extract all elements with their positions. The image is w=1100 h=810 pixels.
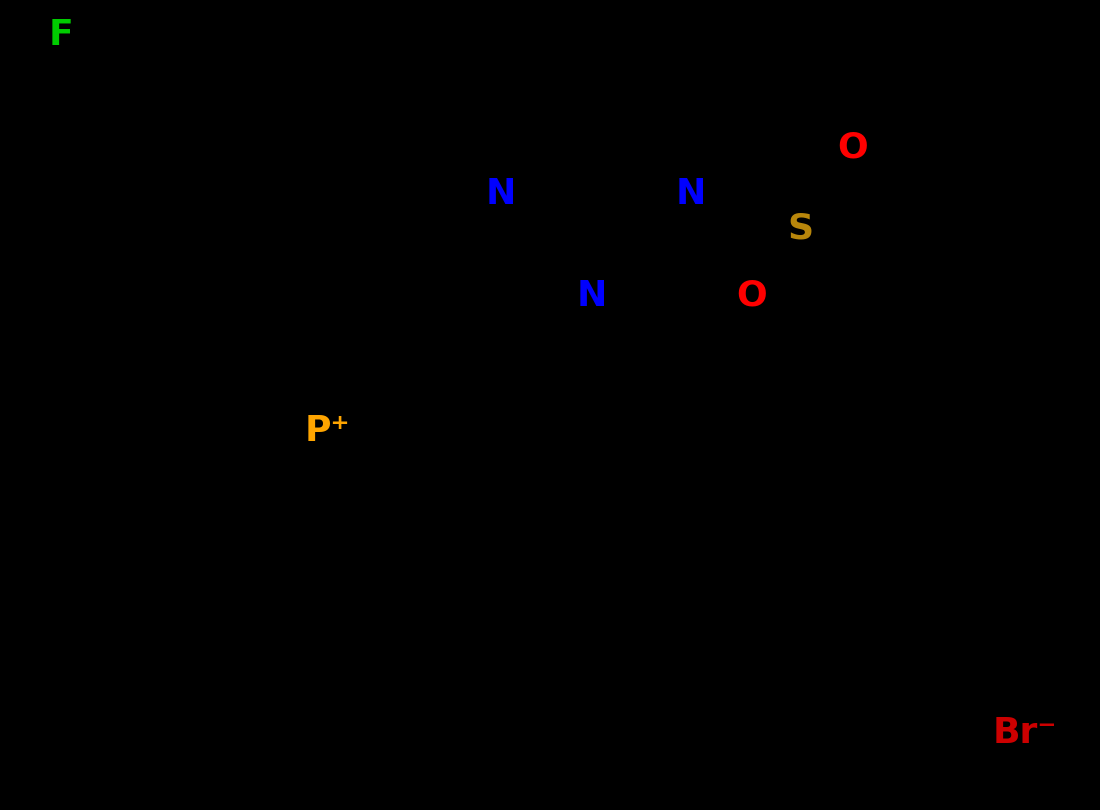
Text: O: O bbox=[837, 130, 868, 164]
Text: F: F bbox=[48, 18, 73, 52]
Text: S: S bbox=[788, 211, 814, 245]
Text: N: N bbox=[576, 279, 607, 313]
Text: N: N bbox=[675, 177, 706, 211]
Text: P⁺: P⁺ bbox=[305, 414, 351, 448]
Text: N: N bbox=[485, 177, 516, 211]
Text: O: O bbox=[736, 279, 767, 313]
Text: Br⁻: Br⁻ bbox=[993, 716, 1057, 750]
